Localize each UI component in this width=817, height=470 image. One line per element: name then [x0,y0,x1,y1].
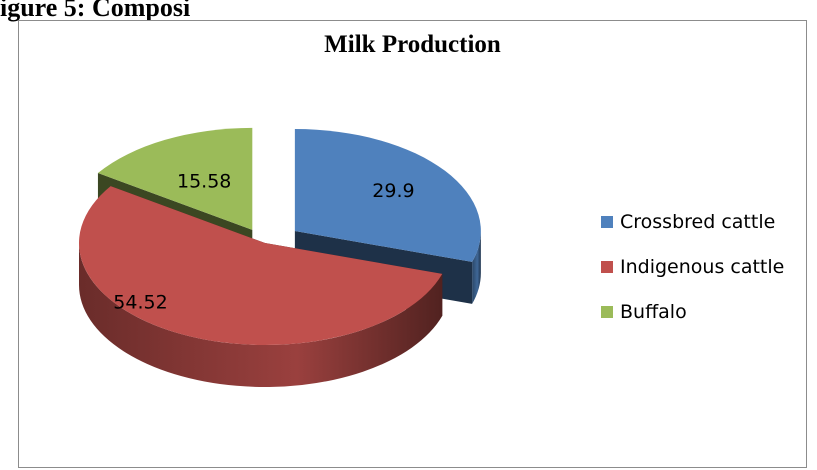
legend-swatch-buffalo [601,306,613,318]
legend-swatch-indigenous [601,261,613,273]
data-label-1: 54.52 [113,292,167,314]
pie-slice-top [97,127,253,230]
legend-item-indigenous: Indigenous cattle [601,253,784,281]
chart-frame: Milk Production 29.9 54.52 15.58 Crossbred… [18,20,807,468]
pie-slice-top [78,186,443,346]
pie-chart: 29.9 54.52 15.58 [78,127,481,388]
data-label-0: 29.9 [372,180,414,202]
legend-item-buffalo: Buffalo [601,298,784,326]
legend-label-buffalo: Buffalo [620,301,687,323]
data-label-2: 15.58 [177,170,231,192]
pie-slice-top [294,129,481,262]
chart-title: Milk Production [324,31,501,58]
legend-label-indigenous: Indigenous cattle [620,256,785,278]
pie-slice-rim [79,243,443,388]
legend-label-crossbred: Crossbred cattle [620,211,776,233]
chart-legend: Crossbred cattle Indigenous cattle Buffa… [601,208,784,326]
pie-slice-rim [472,231,481,304]
page-heading: igure 5: Composi [0,0,191,22]
pie-slice-1 [78,186,443,388]
legend-item-crossbred: Crossbred cattle [601,208,784,236]
legend-swatch-crossbred [601,216,613,228]
